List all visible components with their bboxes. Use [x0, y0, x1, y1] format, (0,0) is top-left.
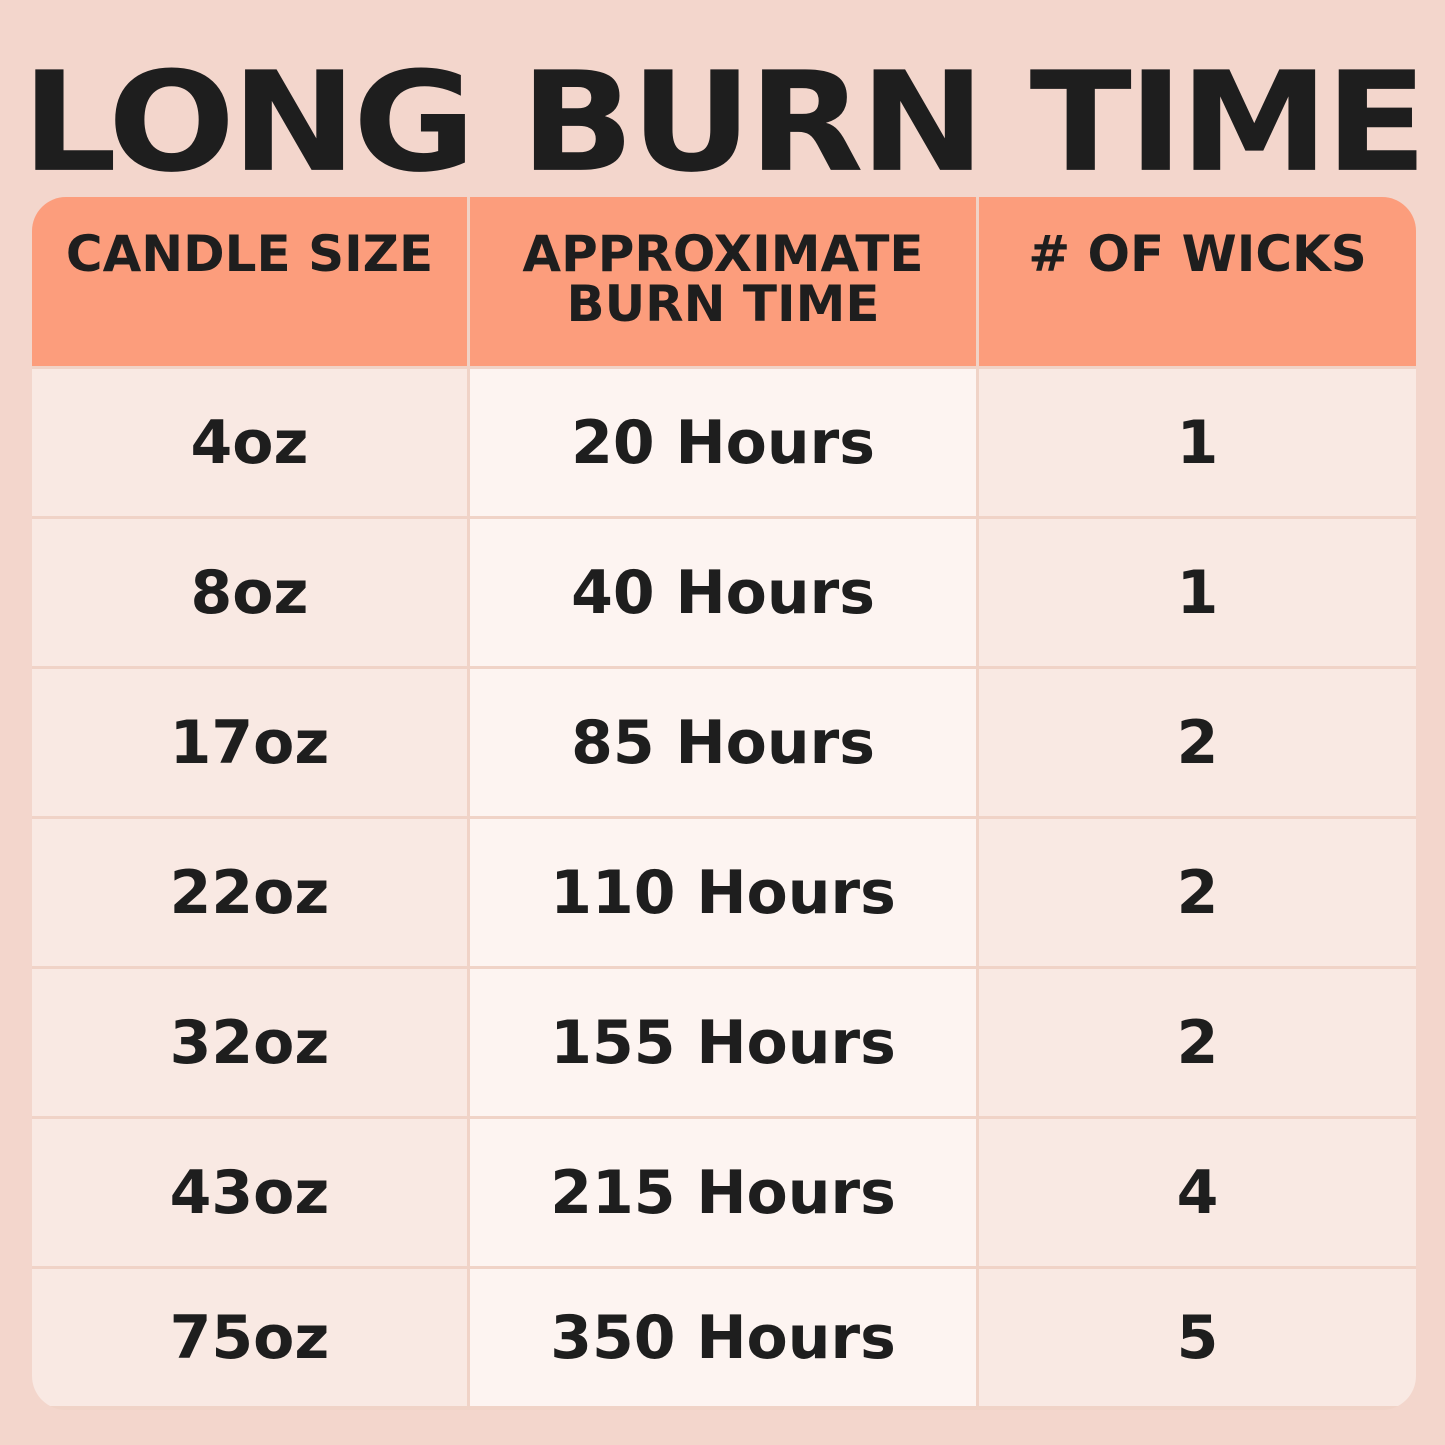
- wicks-cell: 5: [979, 1269, 1416, 1406]
- burn-time-cell: 155 Hours: [470, 969, 976, 1116]
- wicks-cell: 1: [979, 519, 1416, 666]
- burn-time-cell: 110 Hours: [470, 819, 976, 966]
- column-header-wicks: # OF WICKS: [979, 197, 1416, 366]
- burn-time-cell: 215 Hours: [470, 1119, 976, 1266]
- wicks-cell: 2: [979, 819, 1416, 966]
- candle-size-cell: 75oz: [32, 1269, 467, 1406]
- wicks-cell: 2: [979, 669, 1416, 816]
- burn-time-table: CANDLE SIZE APPROXIMATE BURN TIME # OF W…: [32, 197, 1416, 1410]
- candle-size-cell: 8oz: [32, 519, 467, 666]
- burn-time-cell: 350 Hours: [470, 1269, 976, 1406]
- column-header-candle-size: CANDLE SIZE: [32, 197, 467, 366]
- wicks-cell: 4: [979, 1119, 1416, 1266]
- candle-size-cell: 17oz: [32, 669, 467, 816]
- burn-time-cell: 20 Hours: [470, 369, 976, 516]
- column-header-burn-time: APPROXIMATE BURN TIME: [470, 197, 976, 366]
- wicks-cell: 1: [979, 369, 1416, 516]
- candle-size-cell: 22oz: [32, 819, 467, 966]
- burn-time-cell: 40 Hours: [470, 519, 976, 666]
- page-title: LONG BURN TIME: [21, 42, 1428, 204]
- candle-size-cell: 43oz: [32, 1119, 467, 1266]
- candle-size-cell: 32oz: [32, 969, 467, 1116]
- wicks-cell: 2: [979, 969, 1416, 1116]
- burn-time-cell: 85 Hours: [470, 669, 976, 816]
- candle-size-cell: 4oz: [32, 369, 467, 516]
